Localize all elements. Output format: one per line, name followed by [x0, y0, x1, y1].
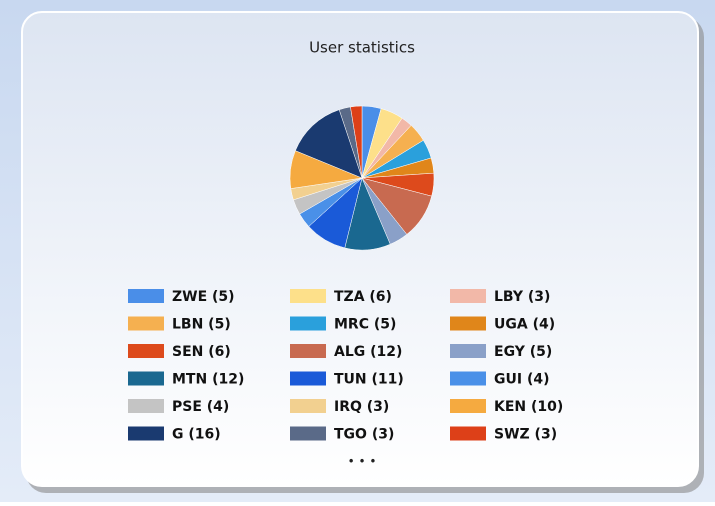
legend-label: LBY (3) [494, 289, 550, 305]
legend-swatch [290, 399, 326, 413]
legend-swatch [290, 426, 326, 441]
legend-label: PSE (4) [172, 399, 229, 415]
pie-slice [295, 109, 363, 179]
pie-slice [350, 105, 363, 179]
legend-label: SWZ (3) [494, 427, 557, 443]
legend-label: TZA (6) [334, 289, 392, 305]
legend-label: UGA (4) [494, 317, 555, 333]
legend-label: EGY (5) [494, 344, 552, 360]
legend-label: ALG (12) [334, 344, 402, 360]
legend-swatch [128, 316, 164, 331]
legend-swatch [290, 289, 326, 303]
legend-label: TGO (3) [334, 427, 394, 443]
chart-title: User statistics [309, 39, 415, 57]
legend-swatch [128, 344, 164, 358]
legend-label: ZWE (5) [172, 289, 235, 305]
legend-label: SEN (6) [172, 344, 231, 360]
legend-swatch [450, 399, 486, 413]
legend-label: LBN (5) [172, 317, 231, 333]
legend-label: MTN (12) [172, 372, 244, 388]
legend-swatch [450, 344, 486, 358]
legend-swatch [450, 426, 486, 441]
legend-swatch [290, 344, 326, 358]
legend-swatch [128, 289, 164, 303]
legend-swatch [450, 289, 486, 303]
legend-swatch [128, 399, 164, 413]
legend-label: KEN (10) [494, 399, 563, 415]
legend-label: GUI (4) [494, 372, 549, 388]
legend-swatch [128, 426, 164, 441]
legend-swatch [450, 316, 486, 331]
more-indicator: • • • [348, 455, 377, 469]
legend-swatch [290, 316, 326, 331]
legend-label: TUN (11) [334, 372, 404, 388]
legend-swatch [450, 371, 486, 386]
legend-swatch [128, 371, 164, 386]
legend-label: G (16) [172, 427, 221, 443]
legend-label: IRQ (3) [334, 399, 389, 415]
legend-label: MRC (5) [334, 317, 396, 333]
legend-swatch [290, 371, 326, 386]
